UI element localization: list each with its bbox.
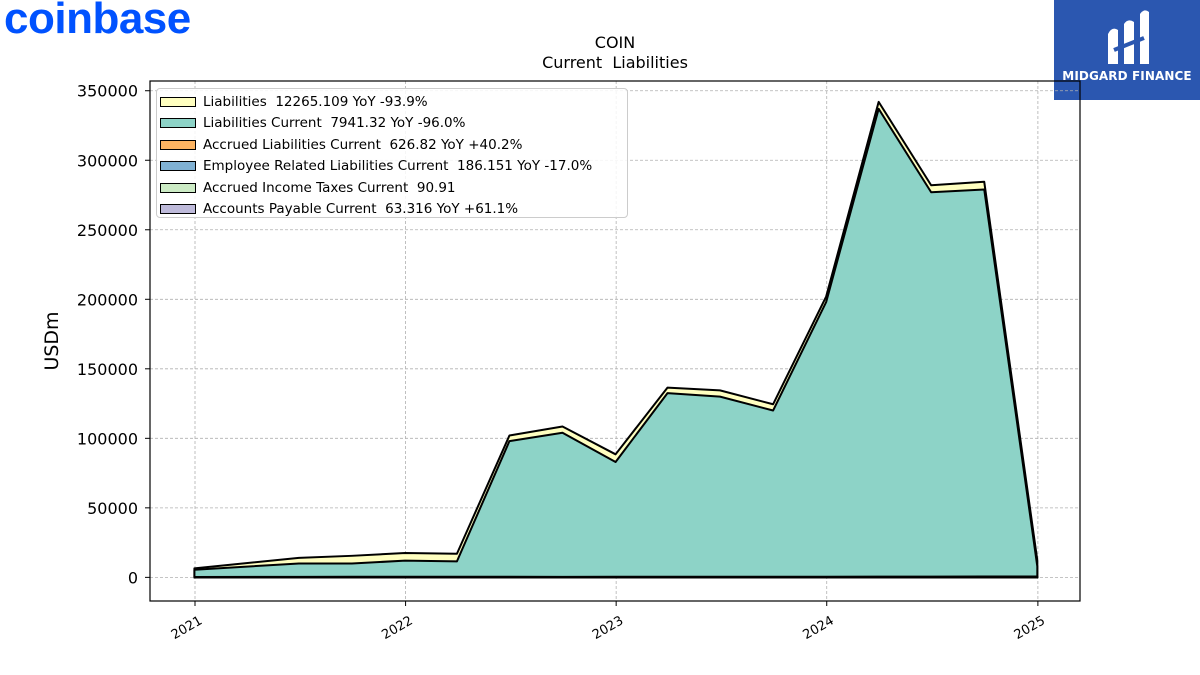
plot-frame <box>149 80 1081 602</box>
legend-item: Accounts Payable Current 63.316 YoY +61.… <box>157 200 627 221</box>
legend-swatch <box>160 182 196 193</box>
y-tick-label: 250000 <box>77 221 138 240</box>
y-axis-label: USDm <box>41 311 63 370</box>
y-tick-label: 150000 <box>77 360 138 379</box>
x-tick-label: 2023 <box>590 613 626 643</box>
legend-item: Liabilities Current 7941.32 YoY -96.0% <box>157 114 627 135</box>
y-tick-label: 50000 <box>87 499 138 518</box>
chart-subtitle: Current Liabilities <box>542 53 688 72</box>
legend-swatch <box>160 203 196 214</box>
legend-item: Liabilities 12265.109 YoY -93.9% <box>157 93 627 114</box>
y-tick-label: 200000 <box>77 290 138 309</box>
y-tick-label: 0 <box>128 568 138 587</box>
legend-item: Accrued Liabilities Current 626.82 YoY +… <box>157 136 627 157</box>
legend-label: Liabilities Current 7941.32 YoY -96.0% <box>203 115 466 132</box>
legend-label: Accrued Income Taxes Current 90.91 <box>203 179 456 196</box>
legend-swatch <box>160 118 196 129</box>
legend-label: Employee Related Liabilities Current 186… <box>203 158 593 175</box>
legend-swatch <box>160 161 196 172</box>
y-tick-label: 350000 <box>77 82 138 101</box>
midgard-logo-icon <box>1108 10 1149 65</box>
partner-name: MIDGARD FINANCE <box>1062 69 1192 83</box>
area-series-liabilities-current <box>193 107 1039 579</box>
y-tick-label: 100000 <box>77 429 138 448</box>
x-tick-label: 2025 <box>1012 613 1048 643</box>
x-tick-label: 2022 <box>379 613 415 643</box>
midgard-finance-badge: MIDGARD FINANCE <box>1054 0 1200 100</box>
legend-item: Accrued Income Taxes Current 90.91 <box>157 179 627 200</box>
legend-label: Accrued Liabilities Current 626.82 YoY +… <box>203 136 523 153</box>
areas <box>193 100 1039 579</box>
x-tick-label: 2024 <box>801 613 837 643</box>
chart-title: COIN <box>594 33 636 52</box>
chart-legend: Liabilities 12265.109 YoY -93.9% Liabilit… <box>156 88 628 218</box>
legend-label: Accounts Payable Current 63.316 YoY +61.… <box>203 200 519 217</box>
y-tick-label: 300000 <box>77 151 138 170</box>
legend-swatch <box>160 97 196 107</box>
legend-swatch <box>160 139 196 150</box>
x-tick-label: 2021 <box>169 613 205 643</box>
legend-label: Liabilities 12265.109 YoY -93.9% <box>203 94 428 110</box>
coinbase-logo: coinbase <box>4 0 191 43</box>
legend-item: Employee Related Liabilities Current 186… <box>157 157 627 178</box>
